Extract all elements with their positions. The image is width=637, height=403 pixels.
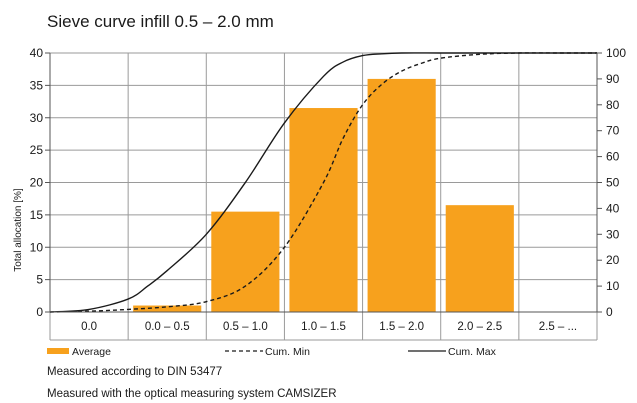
bar-2: [211, 211, 280, 312]
legend-label-average: Average: [72, 346, 111, 358]
bar-series-average: [133, 78, 514, 313]
right-tick-label-6: 60: [606, 150, 620, 164]
right-tick-label-9: 90: [606, 72, 620, 86]
left-tick-label-4: 20: [30, 176, 44, 190]
left-tick-label-0: 0: [36, 305, 43, 319]
note-measuring-system: Measured with the optical measuring syst…: [47, 388, 337, 400]
right-tick-label-1: 10: [606, 279, 620, 293]
bar-4: [367, 78, 436, 313]
right-tick-label-2: 20: [606, 253, 620, 267]
category-label-0: 0.0: [81, 321, 97, 333]
bar-5: [445, 205, 514, 312]
left-tick-label-3: 15: [30, 208, 44, 222]
left-tick-label-5: 25: [30, 143, 44, 157]
line-cum-max: [49, 52, 597, 313]
left-axis-ticks: 0 5 10 15 20 25 30 35 40: [30, 46, 50, 319]
legend-label-cum-max: Cum. Max: [448, 346, 497, 358]
bar-1: [133, 305, 202, 312]
left-tick-label-6: 30: [30, 111, 44, 125]
right-tick-label-7: 70: [606, 124, 620, 138]
right-tick-label-0: 0: [606, 305, 613, 319]
category-label-1: 0.0 – 0.5: [145, 321, 190, 333]
cumulative-lines: [49, 52, 597, 313]
legend-swatch-average: [47, 348, 69, 354]
right-tick-label-3: 30: [606, 227, 620, 241]
line-cum-min: [49, 52, 597, 313]
left-tick-label-1: 5: [36, 273, 43, 287]
right-tick-label-4: 40: [606, 201, 620, 215]
legend: Average Cum. Min Cum. Max: [47, 346, 497, 358]
right-tick-label-10: 100: [606, 46, 626, 60]
chart-title: Sieve curve infill 0.5 – 2.0 mm: [47, 12, 274, 31]
right-axis-ticks: 0 10 20 30 40 50 60 70 80 90 100: [597, 46, 626, 319]
bar-3: [289, 108, 358, 312]
category-label-3: 1.0 – 1.5: [301, 321, 346, 333]
right-tick-label-8: 80: [606, 98, 620, 112]
category-label-2: 0.5 – 1.0: [223, 321, 268, 333]
left-tick-label-8: 40: [30, 46, 44, 60]
category-label-5: 2.0 – 2.5: [457, 321, 502, 333]
left-tick-label-7: 35: [30, 78, 44, 92]
legend-label-cum-min: Cum. Min: [265, 346, 310, 358]
category-label-4: 1.5 – 2.0: [379, 321, 424, 333]
left-tick-label-2: 10: [30, 240, 44, 254]
y-axis-label: Total allocation [%]: [13, 188, 24, 272]
note-standard: Measured according to DIN 53477: [47, 366, 223, 378]
category-label-6: 2.5 – ...: [539, 321, 577, 333]
category-labels: 0.0 0.0 – 0.5 0.5 – 1.0 1.0 – 1.5 1.5 – 2.0 2…: [81, 321, 577, 333]
right-tick-label-5: 50: [606, 176, 620, 190]
